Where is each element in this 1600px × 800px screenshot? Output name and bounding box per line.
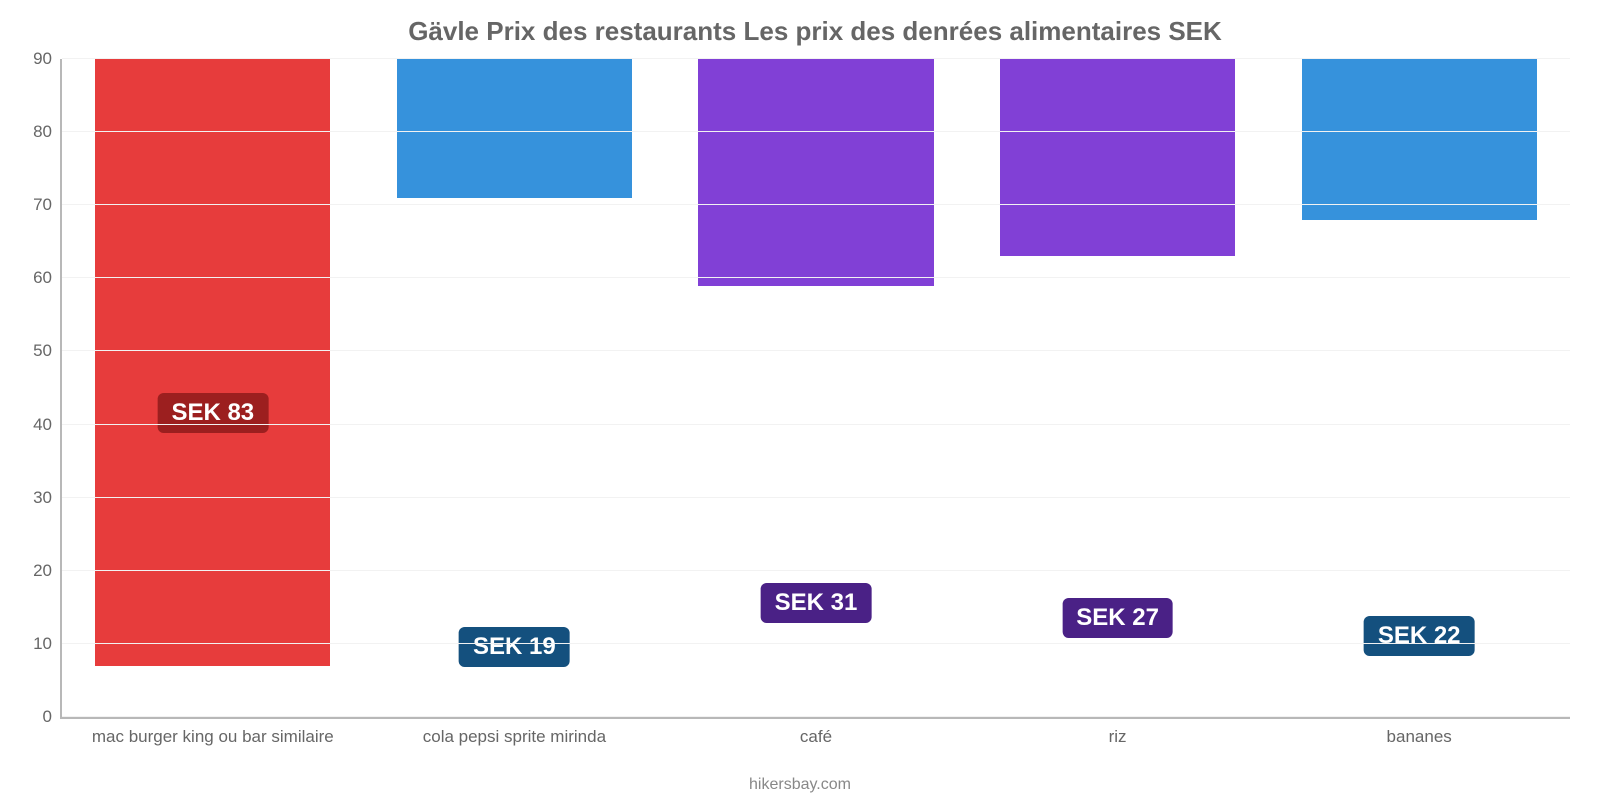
gridline	[62, 570, 1570, 571]
ytick-label: 20	[33, 561, 62, 581]
gridline	[62, 643, 1570, 644]
gridline	[62, 204, 1570, 205]
ytick-label: 60	[33, 268, 62, 288]
bar	[1000, 59, 1235, 256]
bars-container: SEK 83mac burger king ou bar similaireSE…	[62, 59, 1570, 717]
xtick-label: mac burger king ou bar similaire	[92, 717, 334, 747]
value-badge: SEK 83	[157, 393, 268, 433]
gridline	[62, 131, 1570, 132]
xtick-label: riz	[1109, 717, 1127, 747]
bar	[397, 59, 632, 198]
gridline	[62, 58, 1570, 59]
value-badge: SEK 22	[1364, 616, 1475, 656]
xtick-label: cola pepsi sprite mirinda	[423, 717, 606, 747]
ytick-label: 30	[33, 488, 62, 508]
bar	[698, 59, 933, 286]
gridline	[62, 350, 1570, 351]
ytick-label: 80	[33, 122, 62, 142]
ytick-label: 0	[43, 707, 62, 727]
bar-slot: SEK 19cola pepsi sprite mirinda	[364, 59, 666, 717]
bar-slot: SEK 22bananes	[1268, 59, 1570, 717]
bar	[1302, 59, 1537, 220]
gridline	[62, 277, 1570, 278]
xtick-label: bananes	[1387, 717, 1452, 747]
attribution-text: hikersbay.com	[0, 776, 1600, 794]
ytick-label: 50	[33, 341, 62, 361]
gridline	[62, 497, 1570, 498]
bar-slot: SEK 31café	[665, 59, 967, 717]
gridline	[62, 424, 1570, 425]
bar-slot: SEK 83mac burger king ou bar similaire	[62, 59, 364, 717]
gridline	[62, 716, 1570, 717]
xtick-label: café	[800, 717, 832, 747]
bar-slot: SEK 27riz	[967, 59, 1269, 717]
ytick-label: 40	[33, 415, 62, 435]
value-badge: SEK 31	[761, 583, 872, 623]
price-bar-chart: Gävle Prix des restaurants Les prix des …	[0, 0, 1600, 800]
value-badge: SEK 27	[1062, 598, 1173, 638]
value-badge: SEK 19	[459, 627, 570, 667]
plot-area: SEK 83mac burger king ou bar similaireSE…	[60, 59, 1570, 719]
ytick-label: 10	[33, 634, 62, 654]
ytick-label: 90	[33, 49, 62, 69]
bar	[95, 59, 330, 666]
ytick-label: 70	[33, 195, 62, 215]
chart-title: Gävle Prix des restaurants Les prix des …	[60, 16, 1570, 47]
